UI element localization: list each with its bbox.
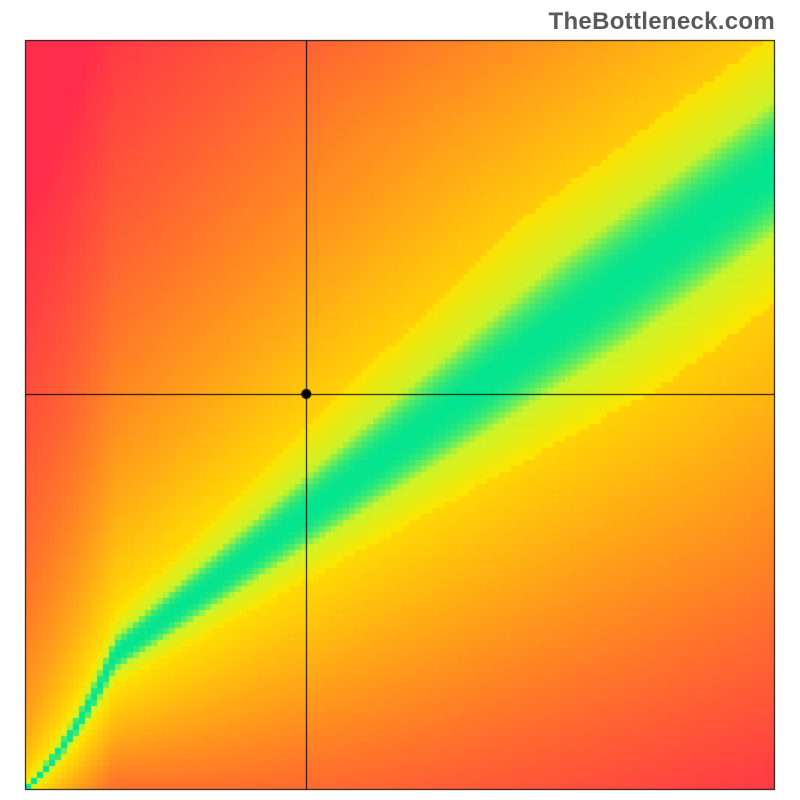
chart-container: TheBottleneck.com <box>0 0 800 800</box>
heatmap-canvas <box>0 0 800 800</box>
watermark-text: TheBottleneck.com <box>549 8 775 36</box>
